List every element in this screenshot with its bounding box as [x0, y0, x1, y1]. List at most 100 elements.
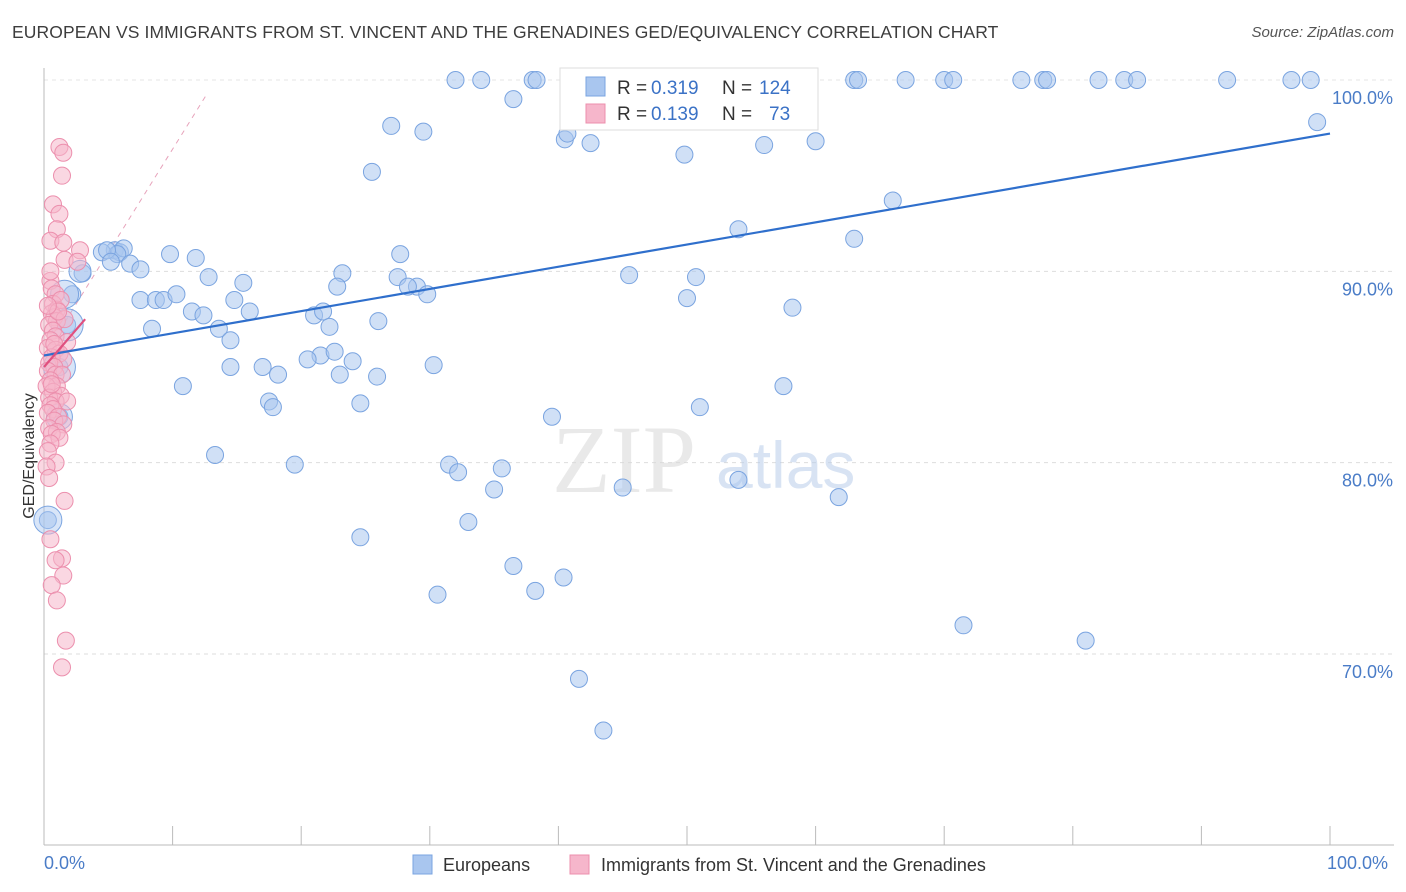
point-european [492, 459, 511, 478]
point-european [678, 289, 696, 308]
point-european [221, 358, 240, 376]
point-immigrant [58, 392, 77, 411]
source-label: Source: ZipAtlas.com [1251, 24, 1394, 41]
point-immigrant [54, 566, 73, 585]
series-immigrants [37, 137, 90, 677]
point-european [234, 273, 253, 292]
point-european [581, 134, 600, 153]
watermark-atlas: atlas [716, 428, 855, 502]
point-european [330, 365, 349, 384]
stats-legend: R = 0.319 N = 124 R = 0.139 N = 73 [559, 67, 819, 131]
point-immigrant [41, 262, 60, 281]
point-european [131, 291, 150, 310]
bottom-legend-immigrants: Immigrants from St. Vincent and the Gren… [601, 855, 986, 875]
point-european [783, 298, 802, 317]
legend-r-label-1: R = [617, 78, 647, 99]
point-immigrant [45, 335, 64, 354]
point-european [472, 71, 491, 89]
point-european [1076, 631, 1095, 650]
point-immigrant [55, 491, 74, 510]
point-european [428, 585, 447, 604]
point-european [594, 721, 613, 740]
legend-n-value-1: 124 [759, 78, 791, 99]
point-immigrant [68, 252, 87, 271]
point-european [542, 407, 561, 426]
point-european [221, 331, 240, 350]
point-european [161, 245, 180, 264]
point-european [504, 556, 523, 575]
point-european [343, 352, 362, 371]
bottom-legend-swatch-pink [569, 854, 590, 875]
point-european [446, 71, 465, 89]
point-european [382, 116, 401, 135]
point-european [806, 132, 825, 151]
point-european [1012, 71, 1031, 89]
y-tick-label: 80.0% [1342, 471, 1393, 491]
legend-swatch-pink [585, 103, 606, 124]
point-european [504, 90, 523, 109]
y-tick-label: 70.0% [1342, 662, 1393, 682]
point-european [414, 122, 433, 141]
point-european [240, 302, 259, 321]
trendline-europeans [43, 132, 1331, 357]
point-european [896, 71, 915, 89]
point-european [131, 260, 150, 279]
point-european [351, 528, 370, 547]
point-european [368, 367, 387, 386]
point-european [613, 478, 632, 497]
legend-n-label-1: N = [722, 78, 752, 99]
point-immigrant [53, 658, 72, 677]
point-immigrant [42, 576, 61, 595]
gridlines [44, 79, 1394, 655]
point-european [554, 568, 573, 587]
point-european [194, 306, 213, 325]
watermark-zip: ZIP [552, 406, 696, 513]
point-european [199, 268, 218, 287]
series-legend: Europeans Immigrants from St. Vincent an… [412, 854, 986, 875]
point-european [690, 398, 709, 417]
point-european [829, 488, 848, 507]
point-european [755, 136, 774, 155]
point-european-large [33, 505, 63, 535]
point-european [944, 71, 963, 89]
bottom-legend-swatch-blue [412, 854, 433, 875]
point-european [225, 291, 244, 310]
point-european [485, 480, 504, 499]
chart-title: EUROPEAN VS IMMIGRANTS FROM ST. VINCENT … [12, 22, 999, 42]
point-european [883, 191, 902, 210]
legend-r-value-2: 0.139 [651, 104, 699, 125]
reference-dashed-line [43, 93, 208, 356]
point-european [459, 512, 478, 531]
point-european [320, 317, 339, 336]
point-european [101, 252, 120, 271]
point-european [391, 245, 410, 264]
point-european [729, 470, 748, 489]
legend-n-label-2: N = [722, 104, 752, 125]
point-immigrant [47, 591, 66, 610]
point-european [687, 268, 706, 287]
point-immigrant [46, 551, 65, 570]
y-tick-label: 100.0% [1332, 88, 1393, 108]
point-european [1128, 71, 1147, 89]
trendline-immigrants [43, 318, 86, 368]
point-immigrant [50, 204, 69, 223]
point-european [263, 398, 282, 417]
point-european [729, 220, 748, 239]
legend-r-label-2: R = [617, 104, 647, 125]
legend-n-value-2: 73 [769, 104, 790, 125]
y-axis-label: GED/Equivalency [21, 393, 38, 518]
point-immigrant [56, 631, 75, 650]
point-european [1308, 113, 1327, 132]
point-european [954, 616, 973, 635]
point-immigrant [54, 143, 73, 162]
point-european [186, 248, 205, 267]
point-immigrant [53, 166, 72, 185]
point-european [38, 511, 57, 530]
point-european [774, 377, 793, 396]
point-european [1282, 71, 1301, 89]
bottom-legend-europeans: Europeans [443, 855, 530, 875]
point-european [328, 277, 347, 296]
point-european [269, 365, 288, 384]
point-european [253, 358, 272, 376]
x-ticks [43, 826, 1331, 845]
